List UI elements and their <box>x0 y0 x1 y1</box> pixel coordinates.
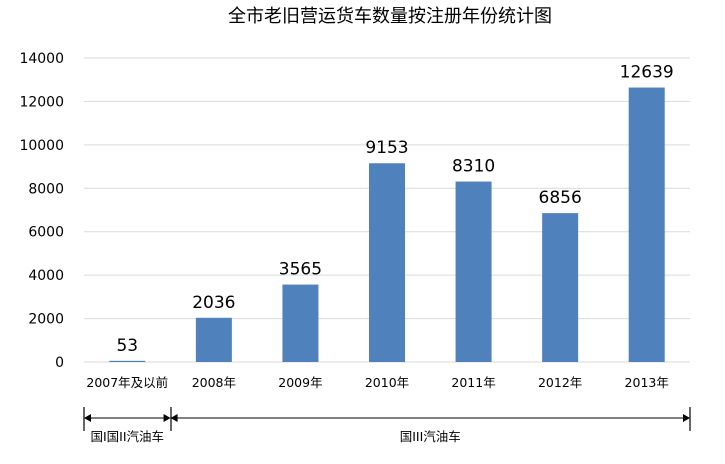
data-label: 12639 <box>620 63 674 83</box>
y-tick-label: 0 <box>55 355 64 371</box>
data-label: 6856 <box>539 188 582 208</box>
y-tick-label: 2000 <box>28 312 64 328</box>
data-label: 3565 <box>279 260 322 280</box>
x-tick-label: 2013年 <box>625 375 669 390</box>
arrow-right-icon <box>683 414 690 422</box>
bar <box>455 181 492 362</box>
bar <box>369 163 405 362</box>
y-tick-label: 14000 <box>19 51 64 67</box>
data-label: 9153 <box>365 138 408 158</box>
chart-title: 全市老旧营运货车数量按注册年份统计图 <box>228 6 552 27</box>
y-axis-ticks: 0 2000 4000 6000 8000 10000 12000 14000 <box>19 51 64 371</box>
bar <box>195 317 232 362</box>
x-tick-label: 2009年 <box>278 375 322 390</box>
x-tick-label: 2010年 <box>365 375 409 390</box>
annotation-label: 国I国II汽油车 <box>91 429 165 444</box>
bar <box>542 213 579 362</box>
y-tick-label: 10000 <box>19 138 64 154</box>
bars <box>109 87 665 362</box>
group-annotations: 国I国II汽油车 国III汽油车 <box>83 407 691 444</box>
y-tick-label: 6000 <box>28 225 64 241</box>
y-tick-label: 12000 <box>19 94 64 110</box>
x-tick-label: 2012年 <box>538 375 582 390</box>
x-tick-label: 2011年 <box>451 375 495 390</box>
data-labels: 53 2036 3565 9153 8310 6856 12639 <box>116 63 673 356</box>
data-label: 53 <box>116 336 138 356</box>
y-tick-label: 4000 <box>28 268 64 284</box>
arrow-right-icon <box>163 414 171 422</box>
bar <box>109 360 146 362</box>
x-tick-label: 2007年及以前 <box>86 375 168 390</box>
arrow-left-icon <box>170 414 178 422</box>
bar <box>282 284 319 362</box>
annotation-label: 国III汽油车 <box>400 429 461 444</box>
data-label: 2036 <box>192 293 235 313</box>
arrow-left-icon <box>84 414 91 422</box>
bar <box>628 87 665 362</box>
data-label: 8310 <box>452 157 495 177</box>
x-tick-label: 2008年 <box>192 375 236 390</box>
y-tick-label: 8000 <box>28 181 64 197</box>
x-axis-ticks: 2007年及以前 2008年 2009年 2010年 2011年 2012年 2013年 <box>86 375 668 390</box>
